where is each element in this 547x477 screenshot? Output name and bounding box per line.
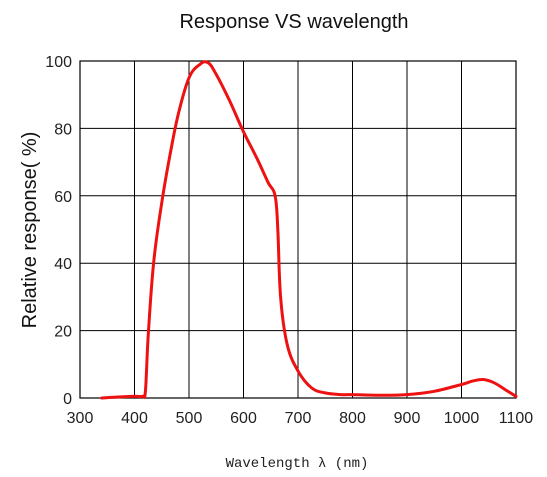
x-tick-label: 800 <box>339 410 366 427</box>
x-tick-label: 400 <box>121 410 148 427</box>
y-tick-label: 80 <box>54 121 72 138</box>
x-tick-label: 500 <box>176 410 203 427</box>
plot-frame <box>79 60 517 399</box>
x-tick-label: 300 <box>67 410 94 427</box>
response-curve <box>100 60 518 400</box>
y-axis-label: Relative response( %) <box>19 132 41 329</box>
x-axis-label: Wavelength λ (nm) <box>226 456 369 472</box>
y-tick-label: 60 <box>54 189 72 206</box>
x-tick-label: 900 <box>394 410 421 427</box>
grid <box>80 61 516 398</box>
x-tick-label: 600 <box>230 410 257 427</box>
x-axis-ticks: 300 400 500 600 700 800 900 1000 1100 <box>67 410 534 427</box>
y-tick-label: 100 <box>45 54 72 71</box>
y-tick-label: 20 <box>54 324 72 341</box>
x-tick-label: 1100 <box>499 410 534 427</box>
y-tick-label: 0 <box>63 391 72 408</box>
y-axis-ticks: 0 20 40 60 80 100 <box>45 54 72 408</box>
y-tick-label: 40 <box>54 256 72 273</box>
x-tick-label: 700 <box>285 410 312 427</box>
x-tick-label: 1000 <box>444 410 480 427</box>
chart-title: Response VS wavelength <box>179 11 408 33</box>
